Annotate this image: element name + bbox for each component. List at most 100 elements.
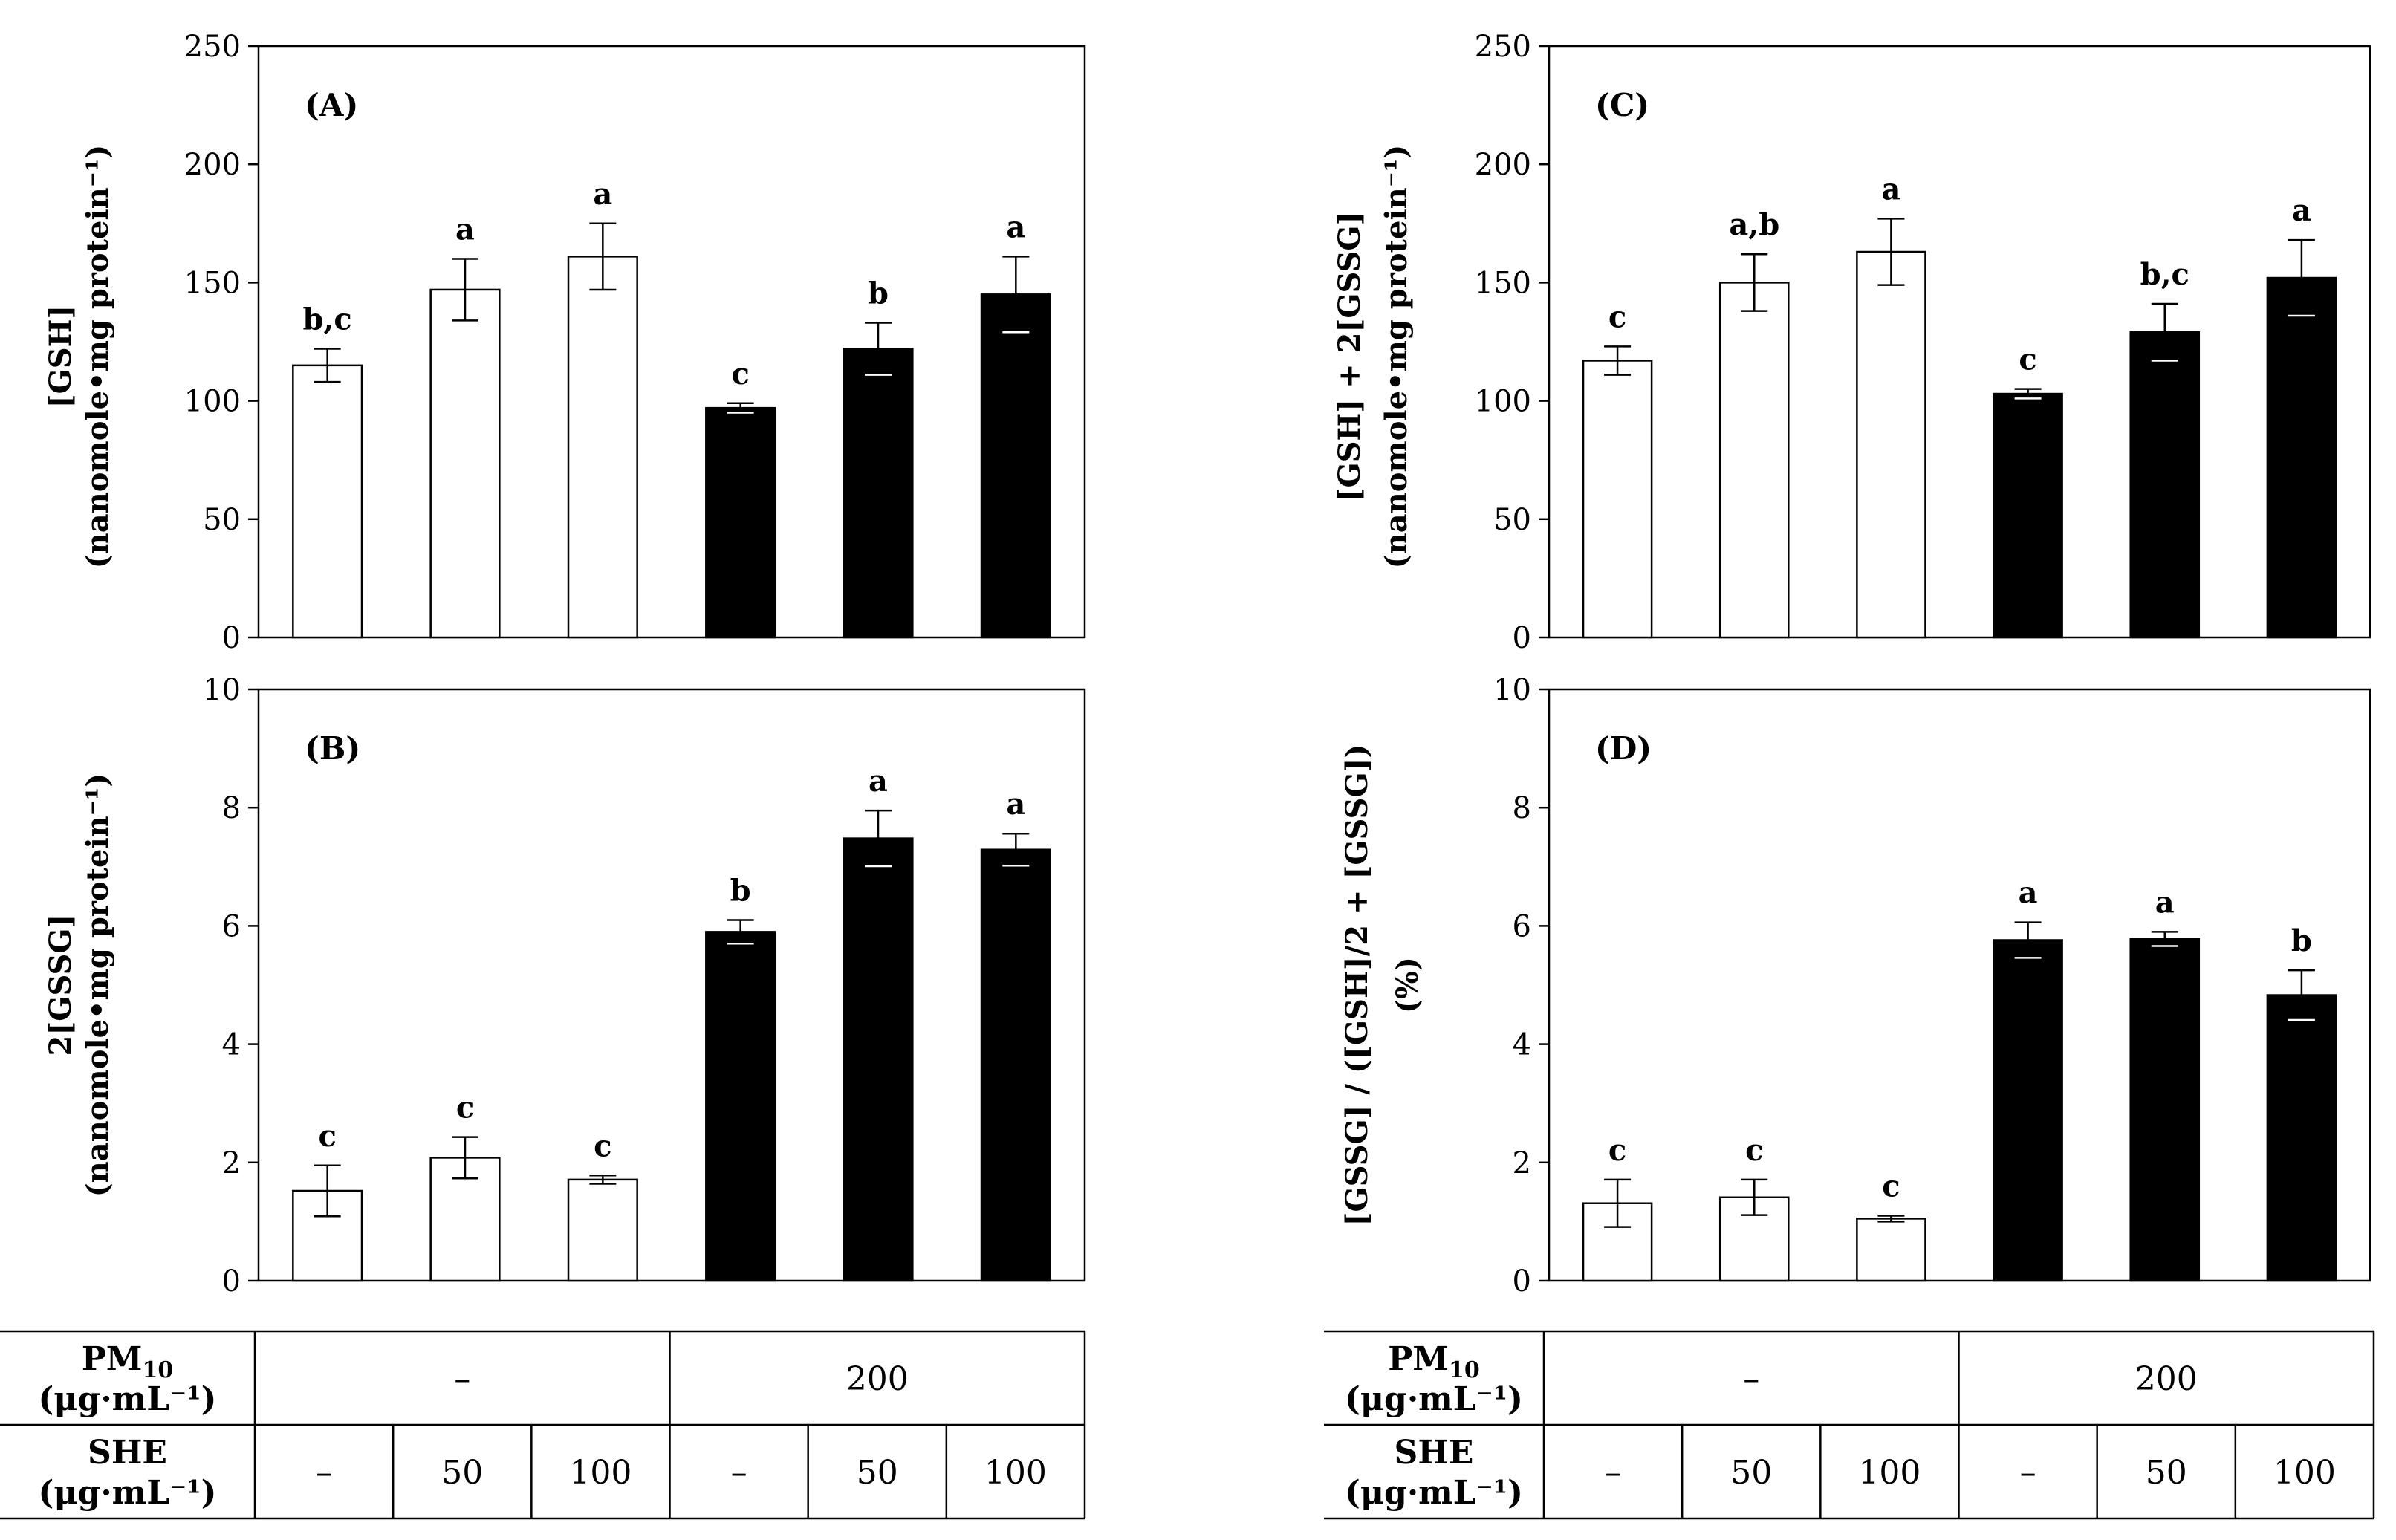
panel-d-y-tick-label: 0 <box>1513 1264 1531 1299</box>
treatment-table-left-she-value: – <box>731 1454 747 1492</box>
panel-b-label: (B) <box>305 730 360 767</box>
panel-d-significance-letter-5: a <box>2155 885 2175 920</box>
panel-c-significance-letter-5: b,c <box>2140 257 2189 292</box>
treatment-table-right-she-unit: (μg·mL⁻¹) <box>1345 1474 1523 1512</box>
panel-d-y-tick-label: 8 <box>1513 791 1531 825</box>
panel-c-plot-frame <box>1548 45 2371 639</box>
panel-a-significance-letter-4: c <box>731 357 749 392</box>
treatment-table-right-she-value: 100 <box>2273 1454 2336 1492</box>
panel-d-bar-5 <box>2129 938 2201 1282</box>
panel-b-significance-letter-2: c <box>456 1091 474 1125</box>
panel-a-y-tick-label: 100 <box>184 385 241 419</box>
panel-b: 0 2 4 6 8 10 2[GSSG] (nanomole•mg protein⁻¹) (B)… <box>43 673 1086 1299</box>
panel-a-y-tick-label: 150 <box>184 266 241 300</box>
panel-c-bar-3 <box>1856 250 1926 639</box>
panel-b-bar-3 <box>567 1178 638 1282</box>
panel-b-y-tick-label: 4 <box>222 1028 241 1062</box>
panel-b-y-tick-label: 10 <box>203 673 241 707</box>
panel-a-y-axis-title: [GSH] <box>43 305 78 409</box>
treatment-table-left-she-value: – <box>316 1454 332 1492</box>
panel-b-y-tick-label: 8 <box>222 791 241 825</box>
panel-b-plot-frame <box>257 688 1086 1282</box>
panel-d-label: (D) <box>1595 730 1652 767</box>
treatment-table-left-she-value: 100 <box>984 1454 1047 1492</box>
panel-a-plot-frame <box>257 45 1086 639</box>
panel-b-bar-6 <box>980 848 1051 1282</box>
panel-a-y-tick-label: 0 <box>222 621 241 655</box>
panel-c-significance-letter-1: c <box>1608 299 1626 334</box>
treatment-table-left-pm-label: PM10 <box>82 1340 174 1383</box>
panel-d-plot-frame <box>1548 688 2371 1282</box>
panel-c-y-tick-label: 0 <box>1513 621 1531 655</box>
treatment-table-left-she-unit: (μg·mL⁻¹) <box>39 1474 217 1512</box>
treatment-table-left-pm-value: – <box>454 1360 470 1398</box>
panel-c-y-tick-label: 150 <box>1475 266 1531 300</box>
panel-c-significance-letter-2: a,b <box>1729 207 1779 242</box>
panel-c-bar-2 <box>1718 282 1790 639</box>
panel-c-y-tick-label: 250 <box>1475 30 1531 64</box>
panel-a: 0 50 100 150 200 250 [GSH] (nanomole•mg protein… <box>43 30 1086 655</box>
treatment-table-left-she-value: 100 <box>569 1454 632 1492</box>
panel-d: 0 2 4 6 8 10 [GSSG] / ([GSH]/2 + [GSSG]) (%) (D)… <box>1340 673 2371 1299</box>
panel-a-significance-letter-2: a <box>455 212 475 247</box>
treatment-table-right-she-value: 100 <box>1858 1454 1921 1492</box>
panel-b-bar-4 <box>705 931 776 1282</box>
panel-d-significance-letter-2: c <box>1745 1133 1763 1168</box>
treatment-table-right-pm-value: 200 <box>2135 1360 2198 1398</box>
treatment-table-left-she-value: 50 <box>441 1454 483 1492</box>
panel-c-significance-letter-6: a <box>2292 193 2311 228</box>
panel-a-y-tick-label: 50 <box>203 503 241 537</box>
panel-b-y-tick-label: 0 <box>222 1264 241 1299</box>
panel-a-bar-3 <box>567 256 638 639</box>
panel-b-y-tick-label: 6 <box>222 909 241 943</box>
panel-a-significance-letter-3: a <box>593 177 612 212</box>
panel-d-y-tick-label: 6 <box>1513 909 1531 943</box>
panel-b-bar-2 <box>429 1157 501 1282</box>
panel-d-y-tick-label: 2 <box>1513 1146 1531 1180</box>
panel-a-significance-letter-1: b,c <box>303 302 352 337</box>
panel-d-y-axis-unit: (%) <box>1390 957 1425 1013</box>
panel-c-bar-1 <box>1582 360 1653 639</box>
panel-c-y-axis-unit: (nanomole•mg protein⁻¹) <box>1379 145 1414 569</box>
panel-b-y-tick-label: 2 <box>222 1146 241 1180</box>
panel-b-y-axis-unit: (nanomole•mg protein⁻¹) <box>80 773 115 1198</box>
panel-a-bar-1 <box>292 364 363 639</box>
panel-b-bar-5 <box>843 837 914 1282</box>
panel-b-significance-letter-3: c <box>594 1128 611 1163</box>
panel-c-y-tick-label: 100 <box>1475 385 1531 419</box>
panel-c-significance-letter-4: c <box>2019 342 2036 377</box>
panel-d-significance-letter-6: b <box>2291 923 2312 958</box>
panel-a-bar-4 <box>705 406 776 639</box>
panel-a-y-axis-unit: (nanomole•mg protein⁻¹) <box>80 145 115 569</box>
panel-c-bar-4 <box>1993 392 2063 639</box>
treatment-table-right-she-value: 50 <box>2146 1454 2187 1492</box>
panel-d-bar-4 <box>1993 939 2063 1282</box>
panel-c-significance-letter-3: a <box>1881 172 1900 207</box>
panel-b-significance-letter-1: c <box>318 1119 336 1154</box>
panel-c-bar-5 <box>2129 331 2201 639</box>
panel-a-bar-5 <box>843 348 914 639</box>
treatment-table-left-she-label: SHE <box>88 1434 167 1472</box>
treatment-table-left-pm-value: 200 <box>846 1360 909 1398</box>
panel-b-significance-letter-5: a <box>869 764 888 799</box>
panel-c-y-axis-title: [GSH] + 2[GSSG] <box>1332 212 1367 502</box>
panel-b-y-axis-title: 2[GSSG] <box>43 914 78 1056</box>
treatment-table-right-pm-label: PM10 <box>1388 1340 1480 1383</box>
panel-c-y-tick-label: 50 <box>1493 503 1531 537</box>
panel-c-y-tick-label: 200 <box>1475 148 1531 182</box>
panel-d-y-axis-title: [GSSG] / ([GSH]/2 + [GSSG]) <box>1340 744 1374 1227</box>
treatment-table-right-she-value: – <box>2020 1454 2036 1492</box>
treatment-table-left-pm-unit: (μg·mL⁻¹) <box>39 1380 217 1418</box>
panel-d-significance-letter-3: c <box>1882 1169 1900 1203</box>
treatment-table-right: PM10(μg·mL⁻¹)SHE(μg·mL⁻¹)– 200– 50 100–50 10… <box>1324 1330 2375 1520</box>
panel-d-bar-6 <box>2266 994 2337 1282</box>
treatment-table-right-she-value: 50 <box>1730 1454 1772 1492</box>
panel-b-significance-letter-4: b <box>730 873 751 908</box>
panel-d-y-tick-label: 10 <box>1493 673 1531 707</box>
panel-c: 0 50 100 150 200 250 [GSH] + 2[GSSG] (nanomole•… <box>1332 30 2371 655</box>
panel-d-significance-letter-4: a <box>2019 876 2038 911</box>
panel-a-bar-2 <box>429 288 501 639</box>
treatment-table-right-pm-unit: (μg·mL⁻¹) <box>1345 1380 1523 1418</box>
treatment-table-right-pm-value: – <box>1743 1360 1759 1398</box>
